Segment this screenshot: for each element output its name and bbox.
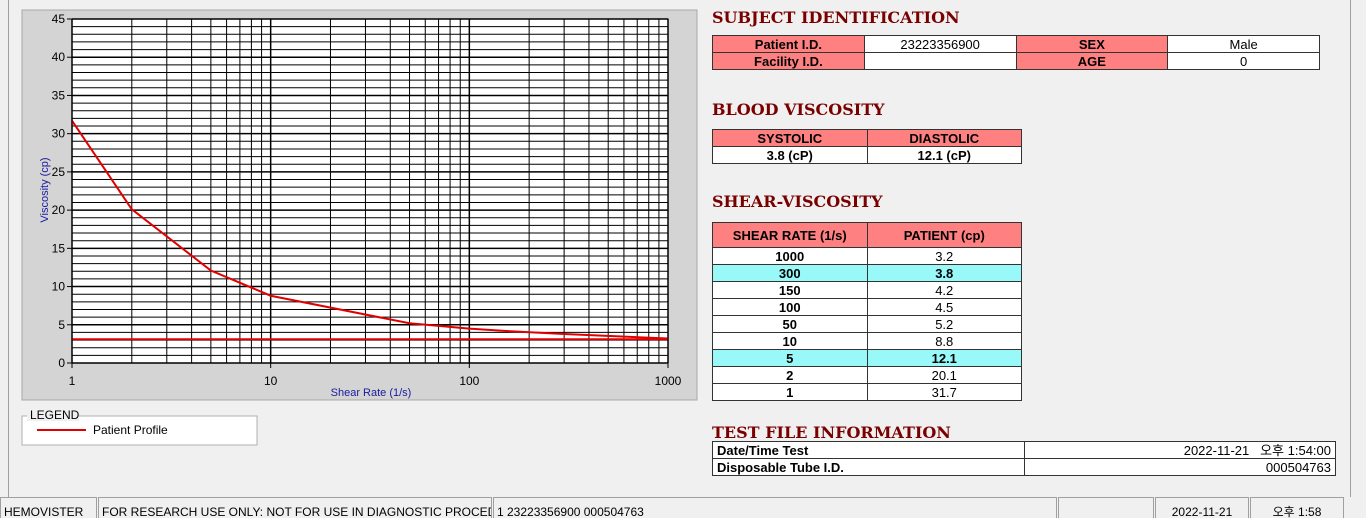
y-axis-title: Viscosity (cp)	[39, 157, 51, 222]
table-header-cell: AGE	[1015, 52, 1169, 70]
y-tick-label: 40	[52, 50, 66, 64]
table-header-cell: DIASTOLIC	[866, 129, 1022, 147]
table-cell: 3.2	[866, 247, 1022, 265]
table-cell: 20.1	[866, 366, 1022, 384]
table-row: Facility I.D. AGE 0	[712, 52, 1320, 70]
y-tick-label: 45	[52, 12, 66, 26]
table-cell: 2	[712, 366, 868, 384]
table-cell: 300	[712, 264, 868, 282]
table-cell: 12.1	[866, 349, 1022, 367]
y-tick-label: 0	[58, 356, 65, 370]
table-row: SYSTOLIC DIASTOLIC	[712, 129, 1022, 147]
section-title: SHEAR-VISCOSITY	[712, 192, 883, 211]
legend-label: Patient Profile	[93, 423, 168, 437]
table-cell: 31.7	[866, 383, 1022, 401]
table-row: 150 4.2	[712, 281, 1022, 299]
table-cell: 0	[1167, 52, 1320, 70]
table-cell: 3.8	[866, 264, 1022, 282]
table-cell: 150	[712, 281, 868, 299]
table-cell: 2022-11-21 오후 1:54:00	[1023, 441, 1336, 459]
table-cell: 100	[712, 298, 868, 316]
y-tick-label: 20	[52, 203, 66, 217]
table-row: SHEAR RATE (1/s) PATIENT (cp)	[712, 222, 1022, 248]
table-cell	[863, 52, 1017, 70]
y-tick-label: 15	[52, 241, 66, 255]
x-tick-label: 100	[459, 374, 479, 388]
y-tick-label: 25	[52, 165, 66, 179]
x-tick-label: 10	[264, 374, 278, 388]
test-file-table: Date/Time Test 2022-11-21 오후 1:54:00 Dispo…	[712, 441, 1336, 476]
table-row: Date/Time Test 2022-11-21 오후 1:54:00	[712, 441, 1336, 459]
table-cell: 10	[712, 332, 868, 350]
table-cell: 5.2	[866, 315, 1022, 333]
table-cell: 5	[712, 349, 868, 367]
legend-title-bg	[27, 409, 79, 421]
table-cell: 8.8	[866, 332, 1022, 350]
table-header-cell: SEX	[1015, 35, 1169, 53]
table-cell: 4.5	[866, 298, 1022, 316]
table-cell: 3.8 (cP)	[712, 146, 868, 164]
shear-viscosity-table: SHEAR RATE (1/s) PATIENT (cp) 1000 3.2 300 3.…	[712, 222, 1022, 401]
table-cell: 1000	[712, 247, 868, 265]
table-row: 300 3.8	[712, 264, 1022, 282]
section-title: SUBJECT IDENTIFICATION	[712, 8, 960, 27]
table-row: Disposable Tube I.D. 000504763	[712, 458, 1336, 476]
status-bar: HEMOVISTER FOR RESEARCH USE ONLY: NOT FOR…	[0, 497, 1366, 518]
table-row: 1 31.7	[712, 383, 1022, 401]
y-tick-label: 10	[52, 280, 66, 294]
section-title: BLOOD VISCOSITY	[712, 100, 885, 119]
legend-title: LEGEND	[30, 408, 80, 422]
y-tick-label: 35	[52, 88, 66, 102]
table-cell: 000504763	[1023, 458, 1336, 476]
table-header-cell: PATIENT (cp)	[866, 222, 1022, 248]
table-cell: Male	[1167, 35, 1320, 53]
table-cell: 12.1 (cP)	[866, 146, 1022, 164]
y-tick-label: 30	[52, 127, 66, 141]
frame-right	[1350, 0, 1351, 497]
x-tick-label: 1	[69, 374, 76, 388]
table-row: 2 20.1	[712, 366, 1022, 384]
table-header-cell: SYSTOLIC	[712, 129, 868, 147]
table-header-cell: Facility I.D.	[712, 52, 865, 70]
table-row: 10 8.8	[712, 332, 1022, 350]
table-cell: Date/Time Test	[712, 441, 1025, 459]
table-row: 3.8 (cP) 12.1 (cP)	[712, 146, 1022, 164]
status-segment: FOR RESEARCH USE ONLY: NOT FOR USE IN DI…	[98, 497, 492, 518]
table-row: 50 5.2	[712, 315, 1022, 333]
section-title: TEST FILE INFORMATION	[712, 423, 951, 442]
frame-left	[8, 0, 9, 497]
status-segment: 2022-11-21	[1155, 497, 1249, 518]
table-row: Patient I.D. 23223356900 SEX Male	[712, 35, 1320, 53]
y-tick-label: 5	[58, 318, 65, 332]
x-tick-label: 1000	[655, 374, 682, 388]
plot-border	[71, 18, 669, 364]
table-header-cell: SHEAR RATE (1/s)	[712, 222, 868, 248]
status-segment: HEMOVISTER	[0, 497, 97, 518]
table-cell: 1	[712, 383, 868, 401]
table-header-cell: Patient I.D.	[712, 35, 865, 53]
status-segment: 오후 1:58	[1250, 497, 1344, 518]
table-row: 1000 3.2	[712, 247, 1022, 265]
table-row: 5 12.1	[712, 349, 1022, 367]
table-cell: 4.2	[866, 281, 1022, 299]
status-segment: 1 23223356900 000504763	[493, 497, 1057, 518]
plot-area	[72, 19, 668, 363]
blood-viscosity-table: SYSTOLIC DIASTOLIC 3.8 (cP) 12.1 (cP)	[712, 129, 1022, 164]
data-line	[71, 120, 669, 340]
chart: Shear Rate (1/s) Viscosity (cp) LEGEND P…	[21, 9, 698, 446]
subject-table: Patient I.D. 23223356900 SEX Male Facility I…	[712, 35, 1320, 70]
table-row: 100 4.5	[712, 298, 1022, 316]
table-cell: 50	[712, 315, 868, 333]
table-cell: 23223356900	[863, 35, 1017, 53]
table-cell: Disposable Tube I.D.	[712, 458, 1025, 476]
status-segment	[1058, 497, 1154, 518]
x-axis-title: Shear Rate (1/s)	[331, 387, 412, 399]
